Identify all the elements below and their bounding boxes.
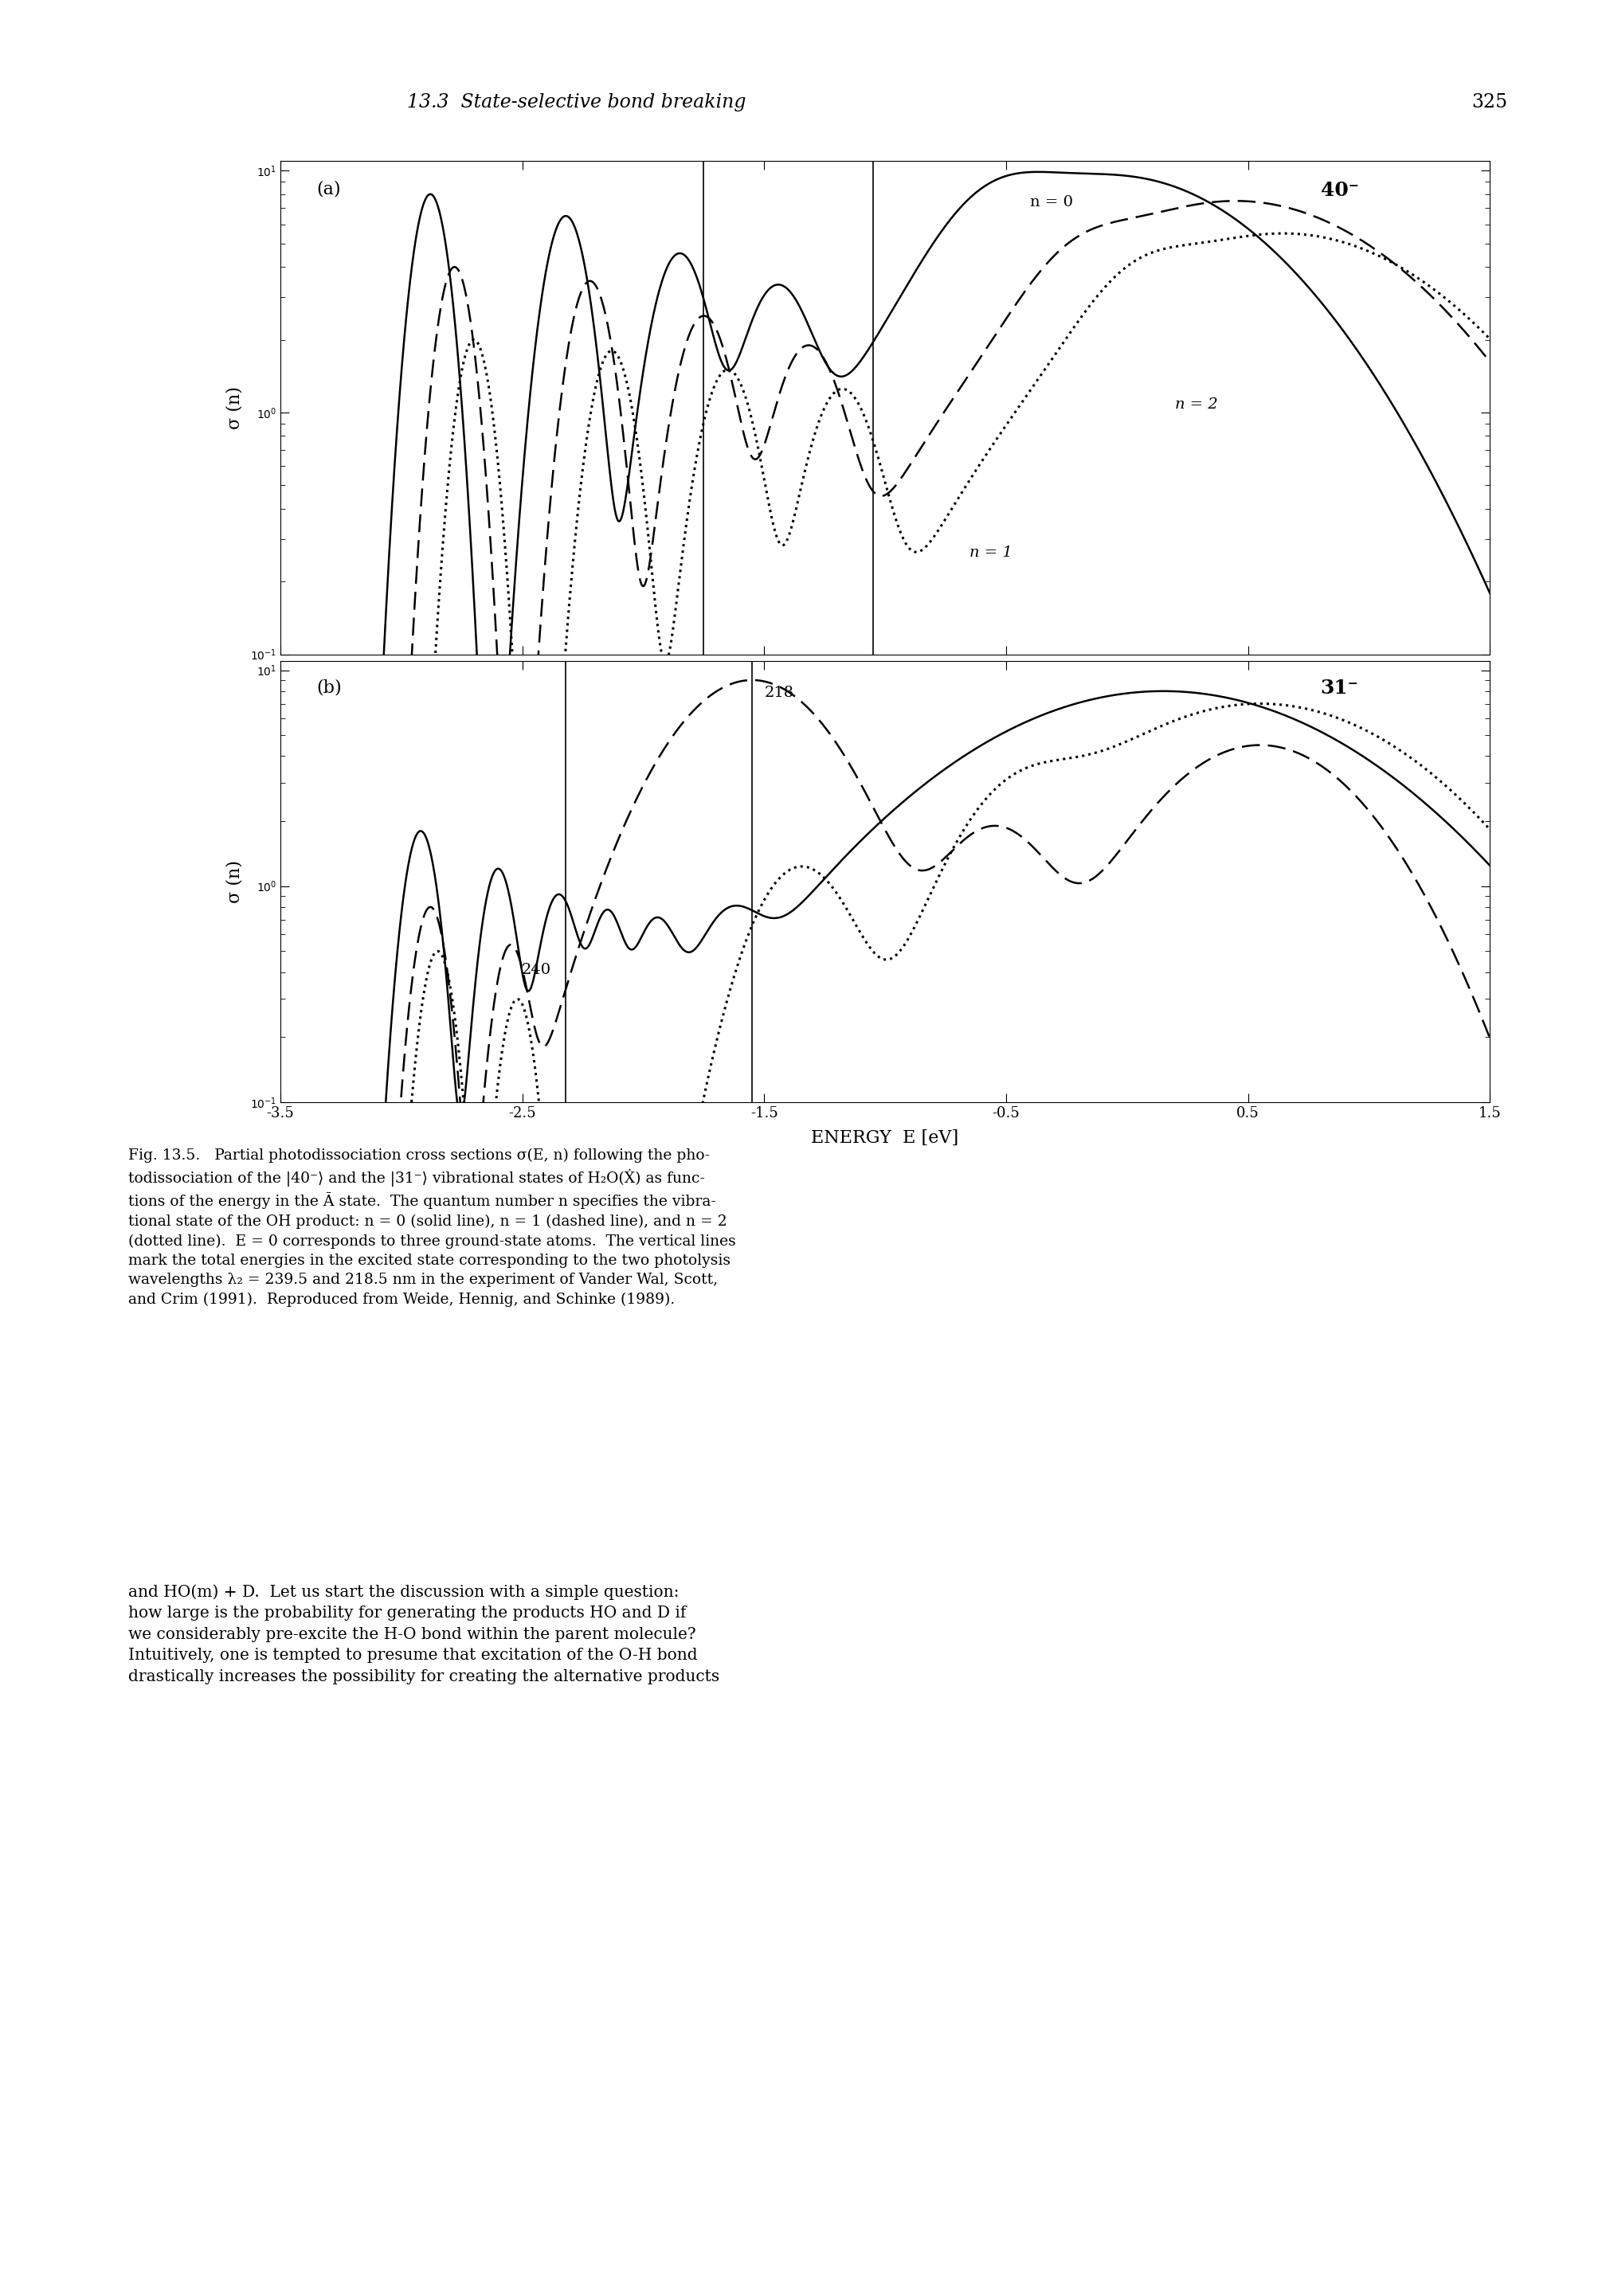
Text: 240: 240: [522, 962, 551, 976]
Text: and HO(m) + D.  Let us start the discussion with a simple question:
how large is: and HO(m) + D. Let us start the discussi…: [128, 1584, 719, 1685]
Text: 13.3  State-selective bond breaking: 13.3 State-selective bond breaking: [407, 94, 747, 110]
Y-axis label: σ (n): σ (n): [226, 386, 244, 429]
Text: 31⁻: 31⁻: [1320, 680, 1358, 698]
Text: Fig. 13.5.   Partial photodissociation cross sections σ(E, n) following the pho-: Fig. 13.5. Partial photodissociation cro…: [128, 1148, 735, 1306]
X-axis label: ENERGY  E [eV]: ENERGY E [eV]: [811, 1130, 960, 1146]
Y-axis label: σ (n): σ (n): [226, 861, 244, 902]
Text: 218: 218: [764, 687, 793, 700]
Text: (a): (a): [317, 181, 341, 197]
Text: 40⁻: 40⁻: [1320, 181, 1358, 200]
Text: n = 0: n = 0: [1030, 195, 1073, 209]
Text: 325: 325: [1472, 94, 1507, 110]
Text: (b): (b): [317, 680, 341, 696]
Text: n = 2: n = 2: [1176, 397, 1218, 411]
Text: n = 1: n = 1: [969, 546, 1012, 560]
